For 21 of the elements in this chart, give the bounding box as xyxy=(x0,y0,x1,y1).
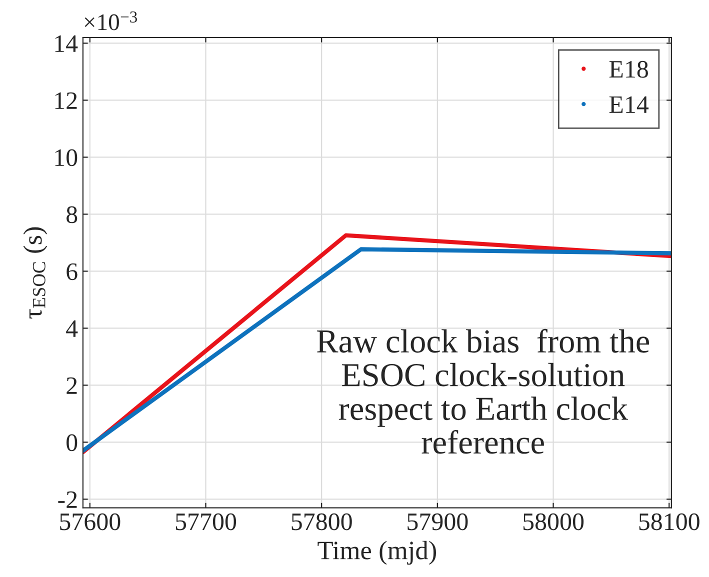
y-tick-label: 6 xyxy=(66,263,78,280)
legend-label: E18 xyxy=(609,60,648,78)
x-axis-title: Time (mjd) xyxy=(318,540,436,565)
x-tick-label: 58000 xyxy=(523,513,584,530)
y-tick-label: 14 xyxy=(55,35,78,52)
x-tick-label: 57700 xyxy=(176,513,236,530)
x-tick-label: 57800 xyxy=(292,513,352,530)
x-tick-label: 57600 xyxy=(60,513,120,530)
y-axis-title: τ$_{ESOC}$ (s) xyxy=(23,227,48,319)
text: ×10$^{−3}$ xyxy=(84,11,138,30)
y-tick-label: 12 xyxy=(55,92,77,109)
y-tick-label: 10 xyxy=(55,149,78,166)
annotation: Raw clock bias from the ESOC clock-solution respect to Earth clock reference xyxy=(316,328,650,454)
x-tick-label: 58100 xyxy=(639,513,700,530)
x-tick-label: 57900 xyxy=(408,513,468,530)
y-tick-label: 4 xyxy=(66,320,78,337)
y-tick-label: 2 xyxy=(66,377,77,394)
y-tick-label: 0 xyxy=(66,434,78,452)
legend-label: E14 xyxy=(609,96,649,113)
y-tick-label: -2 xyxy=(58,491,77,508)
y-tick-label: 8 xyxy=(66,206,78,224)
